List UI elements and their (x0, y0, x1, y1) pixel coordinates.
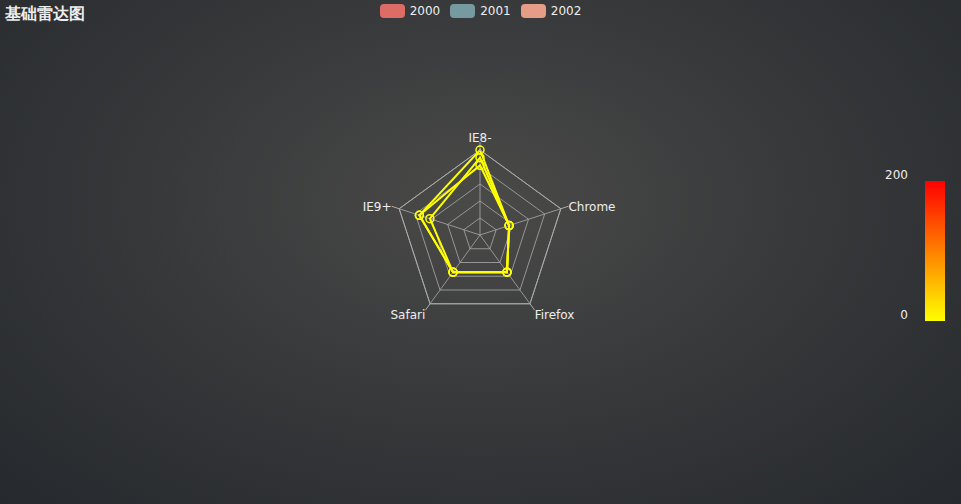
html-text:基础雷达图: 基础雷达图 (5, 4, 85, 23)
html-text:2001: 2001 (480, 4, 511, 18)
html-text:2000: 2000 (409, 4, 441, 18)
svg-text:Chrome: Chrome (568, 200, 615, 214)
svg-text:IE8-: IE8- (468, 131, 491, 145)
svg-text:IE9+: IE9+ (363, 200, 392, 214)
html-text:2002: 2002 (550, 4, 582, 18)
svg-text:0: 0 (900, 308, 908, 322)
svg-text:200: 200 (885, 168, 908, 182)
svg-text:Firefox: Firefox (535, 308, 575, 322)
svg-text:Safari: Safari (391, 308, 426, 322)
